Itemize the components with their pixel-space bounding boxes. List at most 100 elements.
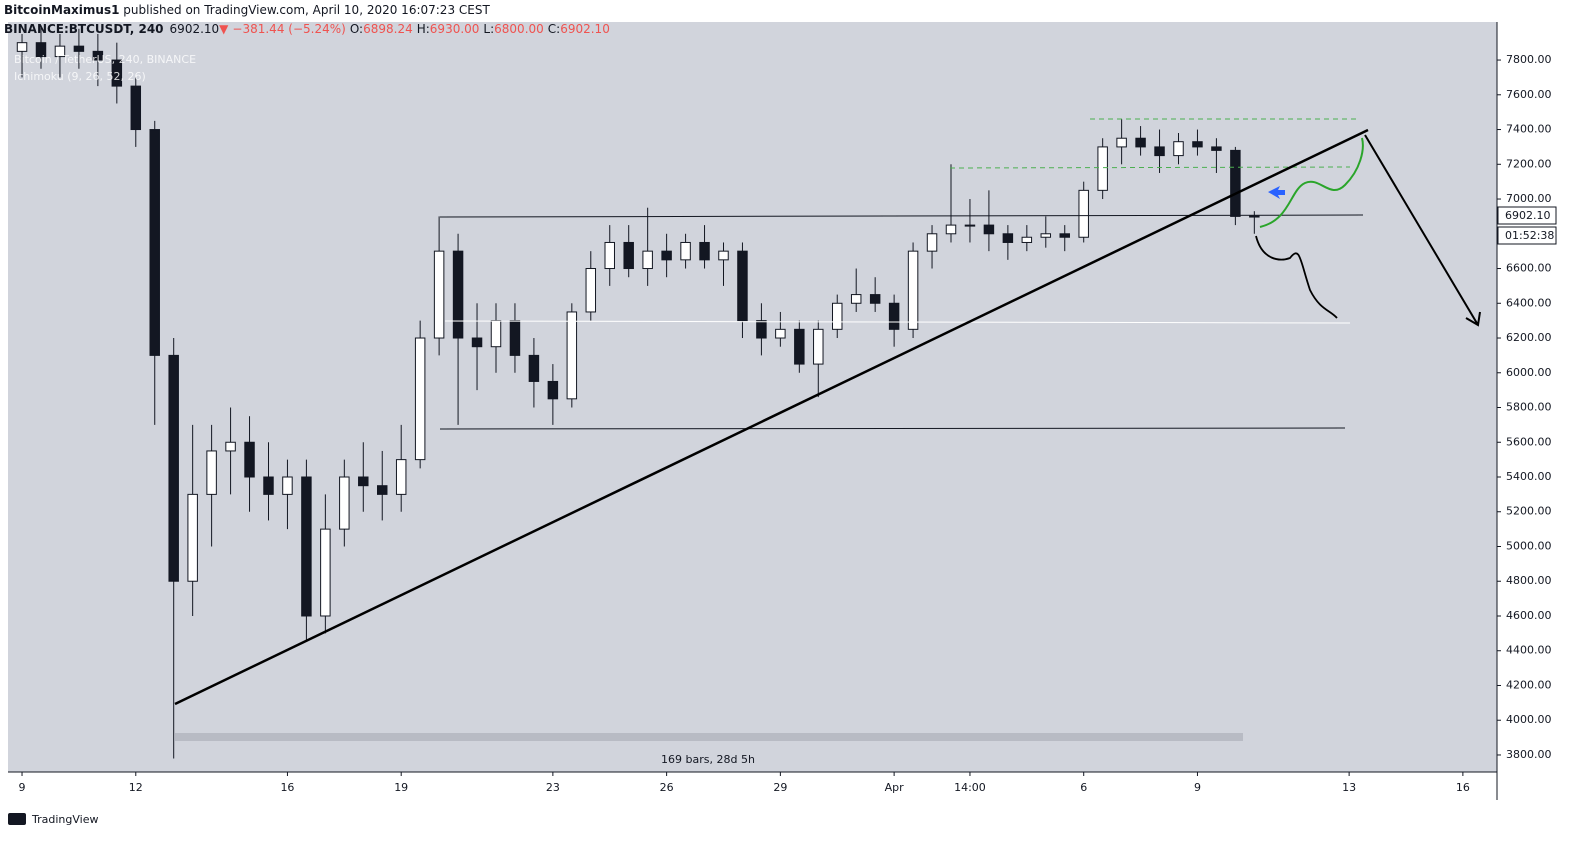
candle-body [358, 476, 369, 487]
l: 6800.00 [494, 22, 544, 36]
candle-body [1192, 141, 1203, 148]
range-label: 169 bars, 28d 5h [661, 753, 755, 766]
candle-body [395, 459, 407, 495]
h-label: H: [417, 22, 430, 36]
candle-body [1116, 137, 1127, 148]
candle-body [964, 224, 976, 227]
y-tick-label: 5200.00 [1506, 505, 1552, 518]
candle-body [433, 250, 445, 339]
y-tick-label: 7600.00 [1506, 88, 1552, 101]
x-tick-label: 23 [546, 781, 560, 794]
candle-body [566, 311, 578, 400]
countdown-box [1497, 226, 1557, 245]
candle-body [585, 268, 597, 313]
candle-body [111, 59, 123, 87]
y-tick-label: 3800.00 [1506, 748, 1552, 761]
candle-body [661, 250, 672, 261]
candle-body [1021, 236, 1033, 243]
last: 6902.10 [170, 22, 220, 36]
y-tick-label: 5800.00 [1506, 401, 1552, 414]
candle-body [888, 302, 900, 330]
candle-body [547, 380, 559, 400]
candle-body [1249, 215, 1260, 218]
green-path [1259, 137, 1364, 228]
o: 6898.24 [363, 22, 413, 36]
candle-body [339, 476, 350, 530]
candle-body [528, 354, 540, 382]
c-label: C: [548, 22, 560, 36]
y-tick-label: 6200.00 [1506, 331, 1552, 344]
candle-body [1135, 137, 1146, 148]
x-tick-label: 9 [1194, 781, 1201, 794]
y-tick-label: 4400.00 [1506, 644, 1552, 657]
legend-indicator: Ichimoku (9, 26, 52, 26) [14, 70, 146, 83]
y-tick-label: 7200.00 [1506, 157, 1552, 170]
y-tick-label: 4600.00 [1506, 609, 1552, 622]
candle-body [263, 476, 274, 495]
candle-body [92, 50, 104, 61]
candle-body [16, 42, 28, 52]
candle-body [1154, 146, 1165, 157]
candle-body [73, 45, 85, 52]
candle-body [680, 241, 691, 261]
black-path [1255, 235, 1338, 319]
time-axis [8, 772, 1497, 800]
y-tick-label: 6000.00 [1506, 366, 1552, 379]
candle-body [926, 233, 938, 252]
candle-body [320, 528, 331, 617]
arrow [1364, 134, 1481, 327]
c: 6902.10 [560, 22, 610, 36]
candle-body [471, 337, 483, 348]
x-tick-label: 12 [129, 781, 143, 794]
candle-body [509, 320, 521, 356]
candle-body [737, 250, 748, 322]
y-tick-label: 5000.00 [1506, 539, 1552, 552]
arrow: ▼ [219, 22, 229, 36]
left-margin [0, 22, 8, 800]
candle-body [414, 337, 426, 461]
candle-body [945, 224, 957, 235]
candle-body [604, 241, 615, 270]
brand: TradingView [31, 813, 98, 826]
h: 6930.00 [430, 22, 480, 36]
resistance-line [439, 214, 1364, 218]
candle-body [699, 241, 710, 261]
legend-symbol: Bitcoin / TetherUS, 240, BINANCE [14, 53, 196, 66]
price-label-box [1497, 206, 1557, 225]
range-bar [175, 733, 1243, 741]
support-line [439, 427, 1346, 430]
price-label: 6902.10 [1505, 209, 1551, 222]
header-line-2: BINANCE:BTCUSDT, 240 6902.10▼ −381.44 (−5.… [4, 22, 610, 36]
y-tick-label: 4800.00 [1506, 574, 1552, 587]
candle-body [377, 485, 388, 495]
y-tick-label: 5400.00 [1506, 470, 1552, 483]
dashed-line [949, 166, 1351, 169]
candle-body [850, 294, 862, 304]
candle-body [244, 441, 255, 478]
candle-body [832, 302, 843, 330]
x-tick-label: Apr [885, 781, 905, 794]
o-label: O: [350, 22, 363, 36]
candle-body [452, 250, 464, 339]
price-axis [1497, 22, 1587, 800]
countdown: 01:52:38 [1505, 229, 1554, 242]
y-tick-label: 6600.00 [1506, 262, 1552, 275]
candle-body [756, 320, 767, 339]
candle-body [1040, 233, 1052, 238]
candle-body [149, 129, 160, 356]
candle-body [187, 493, 198, 582]
x-tick-label: 6 [1080, 781, 1087, 794]
candle-body [869, 294, 881, 304]
candle-body [168, 354, 179, 582]
candle-body [794, 328, 805, 365]
candle-body [301, 476, 312, 617]
x-tick-label: 13 [1342, 781, 1356, 794]
candle-body [623, 241, 634, 270]
y-tick-label: 7000.00 [1506, 192, 1552, 205]
header-bg [0, 0, 1587, 22]
candle-body [1211, 146, 1222, 151]
x-tick-label: 19 [394, 781, 408, 794]
y-tick-label: 5600.00 [1506, 435, 1552, 448]
candle-body [1002, 233, 1014, 243]
